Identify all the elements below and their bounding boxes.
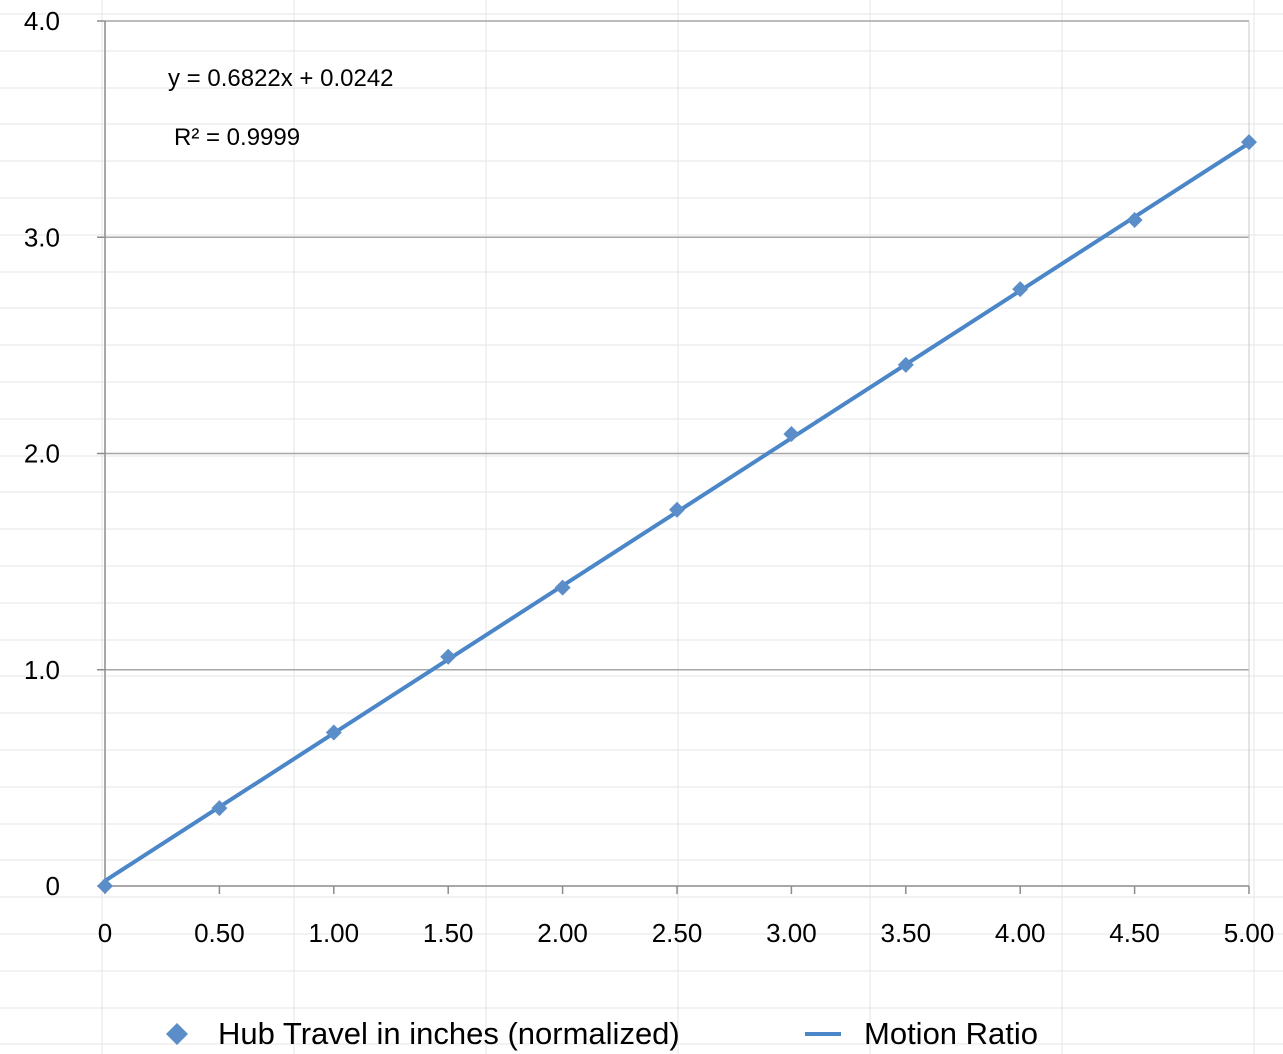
data-point-diamond (1012, 281, 1029, 298)
y-tick-label: 1.0 (24, 655, 60, 685)
data-point-diamond (440, 648, 457, 665)
data-point-diamond (554, 579, 571, 596)
data-point-diamond (97, 878, 113, 894)
data-point-diamond (211, 800, 228, 817)
x-tick-label: 1.00 (308, 918, 359, 948)
data-point-diamond (897, 356, 914, 373)
x-tick-label: 2.50 (652, 918, 703, 948)
data-point-diamond (783, 426, 800, 443)
axes (97, 20, 1250, 894)
legend-diamond-marker (166, 1023, 188, 1045)
x-tick-label: 2.00 (537, 918, 588, 948)
x-tick-label: 4.00 (995, 918, 1046, 948)
legend-line-marker (805, 1032, 841, 1036)
y-tick-label: 0 (46, 871, 60, 901)
y-tick-label: 4.0 (24, 6, 60, 36)
x-tick-label: 1.50 (423, 918, 474, 948)
data-point-diamond (669, 501, 685, 518)
x-axis-tick-labels: 0 0.50 1.00 1.50 2.00 2.50 3.00 3.50 4.00 4.50 5.0… (98, 918, 1275, 948)
legend-label-hub-travel: Hub Travel in inches (normalized) (218, 1016, 680, 1051)
x-tick-label: 3.00 (766, 918, 817, 948)
data-point-diamond (1126, 211, 1143, 228)
y-tick-label: 2.0 (24, 439, 60, 469)
data-point-diamond (1241, 134, 1257, 151)
x-tick-label: 0.50 (194, 918, 245, 948)
plot-gridlines (105, 20, 1250, 886)
y-tick-label: 3.0 (24, 222, 60, 252)
legend-item-hub-travel: Hub Travel in inches (normalized) (166, 1016, 680, 1051)
x-tick-label: 3.50 (880, 918, 931, 948)
legend: Hub Travel in inches (normalized) Motion… (166, 1016, 1038, 1051)
x-tick-label: 0 (98, 918, 112, 948)
data-points (97, 134, 1257, 894)
x-tick-label: 5.00 (1224, 918, 1275, 948)
trendline-equation: y = 0.6822x + 0.0242 (168, 65, 394, 92)
data-point-diamond (325, 724, 342, 741)
y-axis-tick-labels: 0 1.0 2.0 3.0 4.0 (24, 6, 60, 901)
legend-item-motion-ratio: Motion Ratio (805, 1016, 1038, 1051)
legend-label-motion-ratio: Motion Ratio (864, 1016, 1038, 1051)
r-squared-label: R² = 0.9999 (174, 124, 300, 151)
x-tick-label: 4.50 (1109, 918, 1160, 948)
